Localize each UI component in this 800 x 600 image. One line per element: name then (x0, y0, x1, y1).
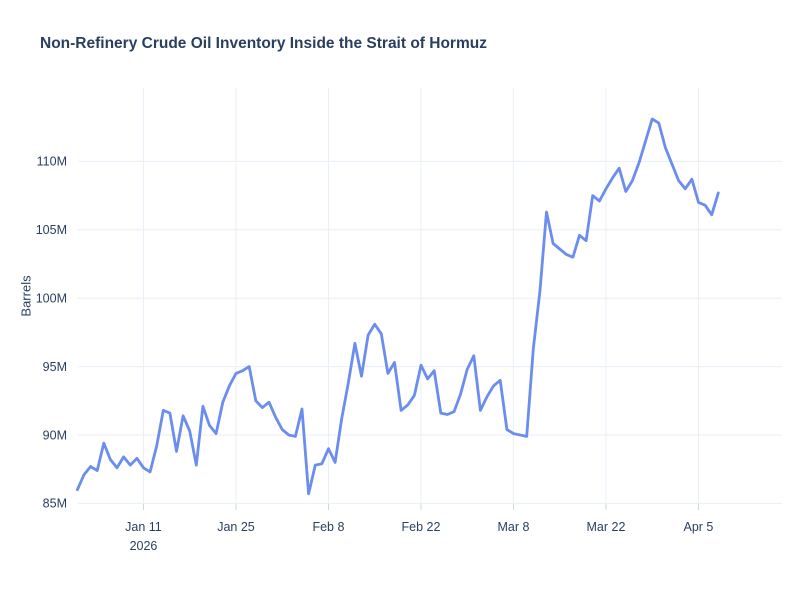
x-tick-label: Apr 5 (684, 520, 714, 534)
inventory-series-line[interactable] (76, 117, 720, 496)
x-tick-year-label: 2026 (130, 539, 158, 553)
y-tick-label: 90M (43, 428, 67, 442)
x-tick-label: Jan 11 (125, 520, 162, 534)
chart-title: Non-Refinery Crude Oil Inventory Inside … (40, 35, 487, 52)
y-tick-label: 105M (36, 223, 67, 237)
x-tick-label: Jan 25 (217, 520, 255, 534)
y-tick-label: 85M (43, 497, 67, 511)
y-tick-label: 110M (37, 155, 67, 169)
x-tick-label: Feb 8 (312, 520, 344, 534)
y-tick-label: 100M (36, 292, 67, 306)
y-axis-title: Barrels (18, 275, 34, 317)
y-tick-label: 95M (43, 360, 67, 374)
x-tick-label: Mar 8 (497, 520, 529, 534)
x-tick-label: Mar 22 (587, 520, 626, 534)
x-tick-label: Feb 22 (402, 520, 441, 534)
